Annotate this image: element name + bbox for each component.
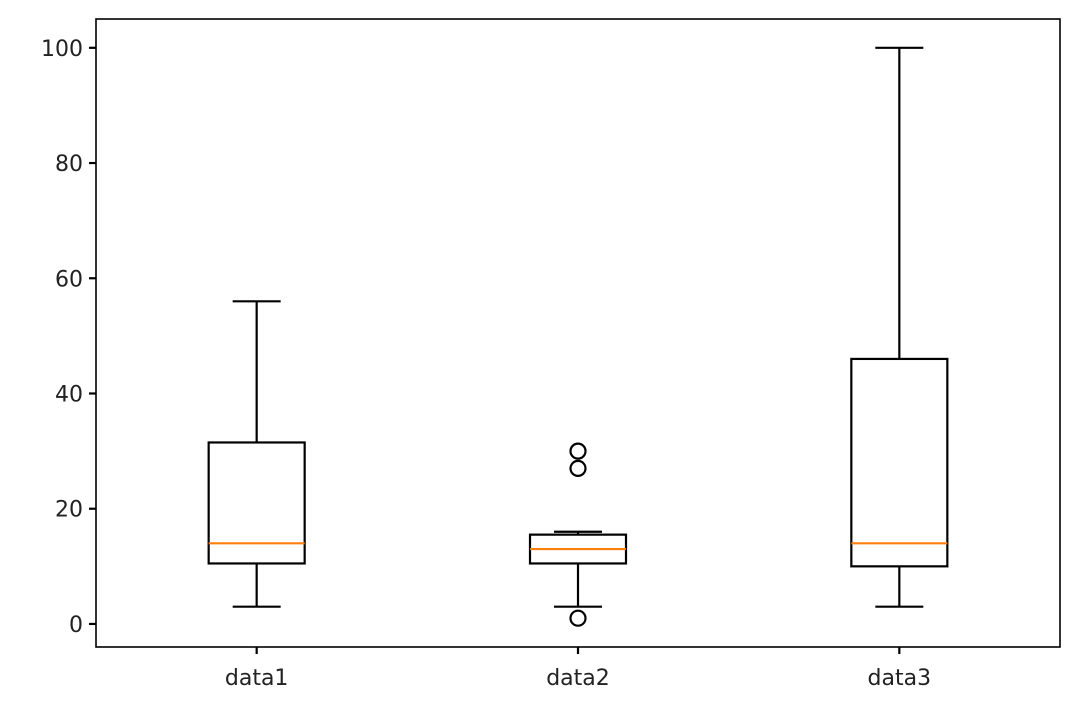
x-tick-label: data2 (546, 666, 610, 691)
y-tick-label: 0 (69, 613, 83, 638)
flier-point (569, 459, 587, 477)
x-tick-label: data1 (225, 666, 289, 691)
plot-frame (95, 18, 1061, 648)
box-data3 (850, 357, 949, 568)
y-tick-label: 80 (55, 152, 83, 177)
x-tick-label: data3 (868, 666, 932, 691)
y-tick-label: 40 (55, 382, 83, 407)
y-tick-label: 20 (55, 498, 83, 523)
y-tick-label: 60 (55, 267, 83, 292)
y-tick-label: 100 (41, 37, 83, 62)
box-data1 (207, 441, 306, 565)
flier-point (569, 609, 587, 627)
flier-point (569, 442, 587, 460)
